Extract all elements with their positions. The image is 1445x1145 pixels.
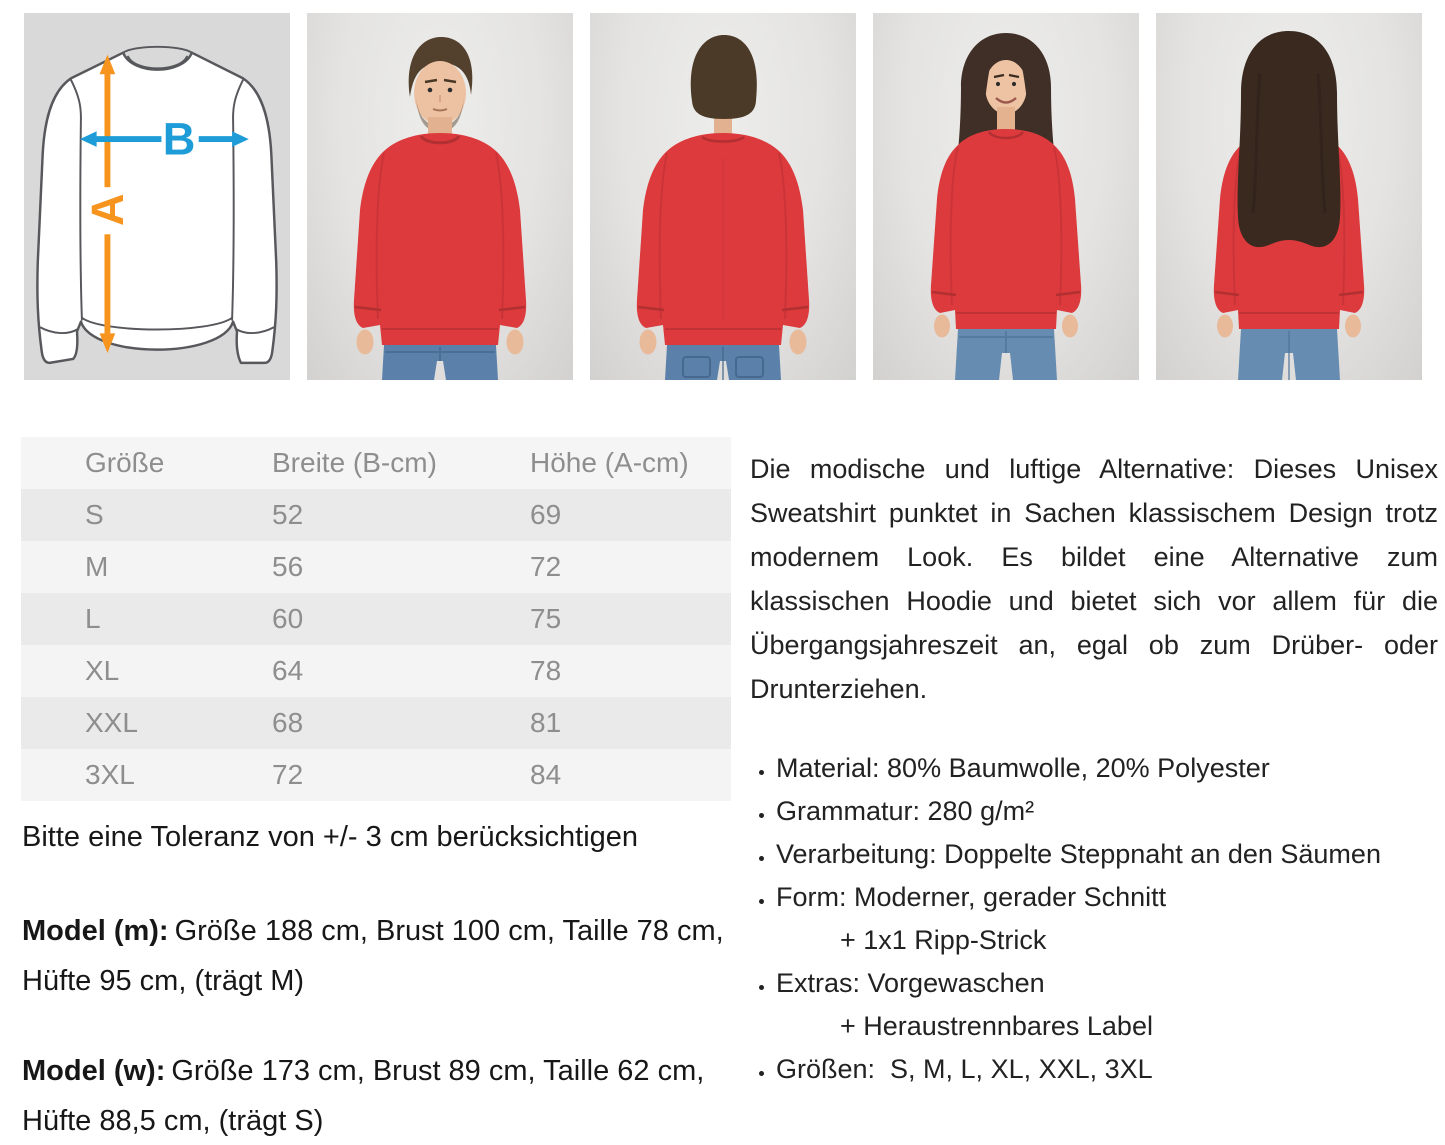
model-m-info: Model (m): Größe 188 cm, Brust 100 cm, Ta… — [22, 906, 731, 1006]
size-cell: M — [85, 551, 109, 582]
hand — [1062, 314, 1078, 338]
hair — [690, 35, 757, 119]
product-features-list: Material: 80% Baumwolle, 20% Polyester G… — [750, 747, 1438, 1091]
size-row: XXL 68 81 — [21, 697, 731, 749]
collar — [419, 134, 461, 145]
width-cell: 56 — [272, 551, 304, 582]
feature-item-extras: Extras: Vorgewaschen+ Heraustrennbares L… — [776, 962, 1438, 1048]
jeans — [1238, 329, 1340, 380]
photo-male-front — [307, 13, 573, 380]
size-cell: 3XL — [85, 759, 135, 790]
jeans — [955, 329, 1057, 380]
jeans-pocket — [682, 356, 711, 378]
face — [985, 60, 1027, 114]
size-chart-table: Größe Breite (B-cm) Höhe (A-cm) S 52 69 … — [21, 437, 731, 801]
hand — [1345, 314, 1361, 338]
height-cell: 81 — [530, 707, 562, 738]
width-cell: 64 — [272, 655, 304, 686]
model-w-text: Größe 173 cm, Brust 89 cm, Taille 62 cm,… — [22, 1055, 705, 1137]
size-cell: S — [85, 499, 104, 530]
feature-subitem: + 1x1 Ripp-Strick — [840, 925, 1047, 955]
hand — [1217, 314, 1233, 338]
size-cell: XL — [85, 655, 120, 686]
product-detail-section: A B — [0, 13, 1445, 1145]
hair — [408, 37, 473, 97]
size-chart-column: Größe Breite (B-cm) Höhe (A-cm) S 52 69 … — [21, 437, 731, 1145]
feature-item-form: Form: Moderner, gerader Schnitt+ 1x1 Rip… — [776, 876, 1438, 962]
size-cell: L — [85, 603, 101, 634]
female-model-front-illustration — [930, 33, 1082, 380]
face — [414, 61, 466, 125]
eyebrows — [993, 73, 1020, 79]
feature-item-verarbeitung: Verarbeitung: Doppelte Steppnaht an den … — [776, 833, 1438, 876]
collar — [701, 135, 745, 143]
size-chart-header-row: Größe Breite (B-cm) Höhe (A-cm) — [21, 437, 731, 489]
width-label-b: B — [163, 114, 196, 165]
male-model-front-illustration — [353, 37, 527, 380]
model-w-label: Model (w): — [22, 1055, 166, 1087]
smile — [995, 97, 1017, 104]
height-cell: 84 — [530, 759, 562, 790]
size-row: L 60 75 — [21, 593, 731, 645]
neck — [997, 107, 1015, 133]
hand — [934, 314, 950, 338]
height-arrow: A — [82, 54, 133, 354]
height-cell: 69 — [530, 499, 562, 530]
width-arrow: B — [79, 114, 249, 165]
height-cell: 72 — [530, 551, 562, 582]
hand — [356, 329, 374, 355]
jeans — [382, 345, 498, 380]
product-details: Größe Breite (B-cm) Höhe (A-cm) S 52 69 … — [21, 437, 1445, 1145]
eyebrows — [424, 78, 457, 84]
product-image-row: A B — [24, 13, 1445, 380]
hand — [506, 329, 524, 355]
width-cell: 52 — [272, 499, 304, 530]
description-column: Die modische und luftige Alternative: Di… — [750, 437, 1438, 1091]
size-row: S 52 69 — [21, 489, 731, 541]
jeans-pocket — [735, 356, 764, 378]
photo-male-back — [590, 13, 856, 380]
jeans — [665, 345, 781, 380]
column-header-width: Breite (B-cm) — [272, 447, 437, 478]
feature-item-material: Material: 80% Baumwolle, 20% Polyester — [776, 747, 1438, 790]
size-row: 3XL 72 84 — [21, 749, 731, 801]
sweatshirt-measurement-diagram: A B — [36, 45, 278, 365]
model-w-info: Model (w): Größe 173 cm, Brust 89 cm, Tai… — [22, 1046, 731, 1145]
height-cell: 78 — [530, 655, 562, 686]
height-label-a: A — [82, 193, 133, 226]
sweatshirt — [353, 133, 527, 345]
model-m-label: Model (m): — [22, 915, 169, 947]
tolerance-note: Bitte eine Toleranz von +/- 3 cm berücks… — [22, 821, 639, 853]
column-header-height: Höhe (A-cm) — [530, 447, 689, 478]
product-description: Die modische und luftige Alternative: Di… — [750, 454, 1438, 704]
male-model-back-illustration — [636, 35, 810, 380]
width-cell: 60 — [272, 603, 304, 634]
hair — [1237, 31, 1341, 248]
feature-subitem: + Heraustrennbares Label — [840, 1011, 1153, 1041]
width-cell: 72 — [272, 759, 304, 790]
collar — [987, 131, 1025, 140]
hand — [639, 329, 657, 355]
sweatshirt-outline — [36, 45, 278, 365]
feature-item-groessen: Größen: S, M, L, XL, XXL, 3XL — [776, 1048, 1438, 1091]
female-model-back-illustration — [1213, 31, 1365, 380]
hand — [789, 329, 807, 355]
column-header-size: Größe — [85, 447, 165, 478]
width-cell: 68 — [272, 707, 304, 738]
size-cell: XXL — [85, 707, 138, 738]
sweatshirt — [930, 129, 1082, 329]
photo-female-front — [873, 13, 1139, 380]
model-m-text: Größe 188 cm, Brust 100 cm, Taille 78 cm… — [22, 915, 724, 997]
sweatshirt — [636, 133, 810, 345]
size-row: XL 64 78 — [21, 645, 731, 697]
photo-female-back — [1156, 13, 1422, 380]
mouth — [432, 108, 448, 112]
height-cell: 75 — [530, 603, 562, 634]
feature-item-grammatur: Grammatur: 280 g/m² — [776, 790, 1438, 833]
size-diagram-tile: A B — [24, 13, 290, 380]
size-row: M 56 72 — [21, 541, 731, 593]
